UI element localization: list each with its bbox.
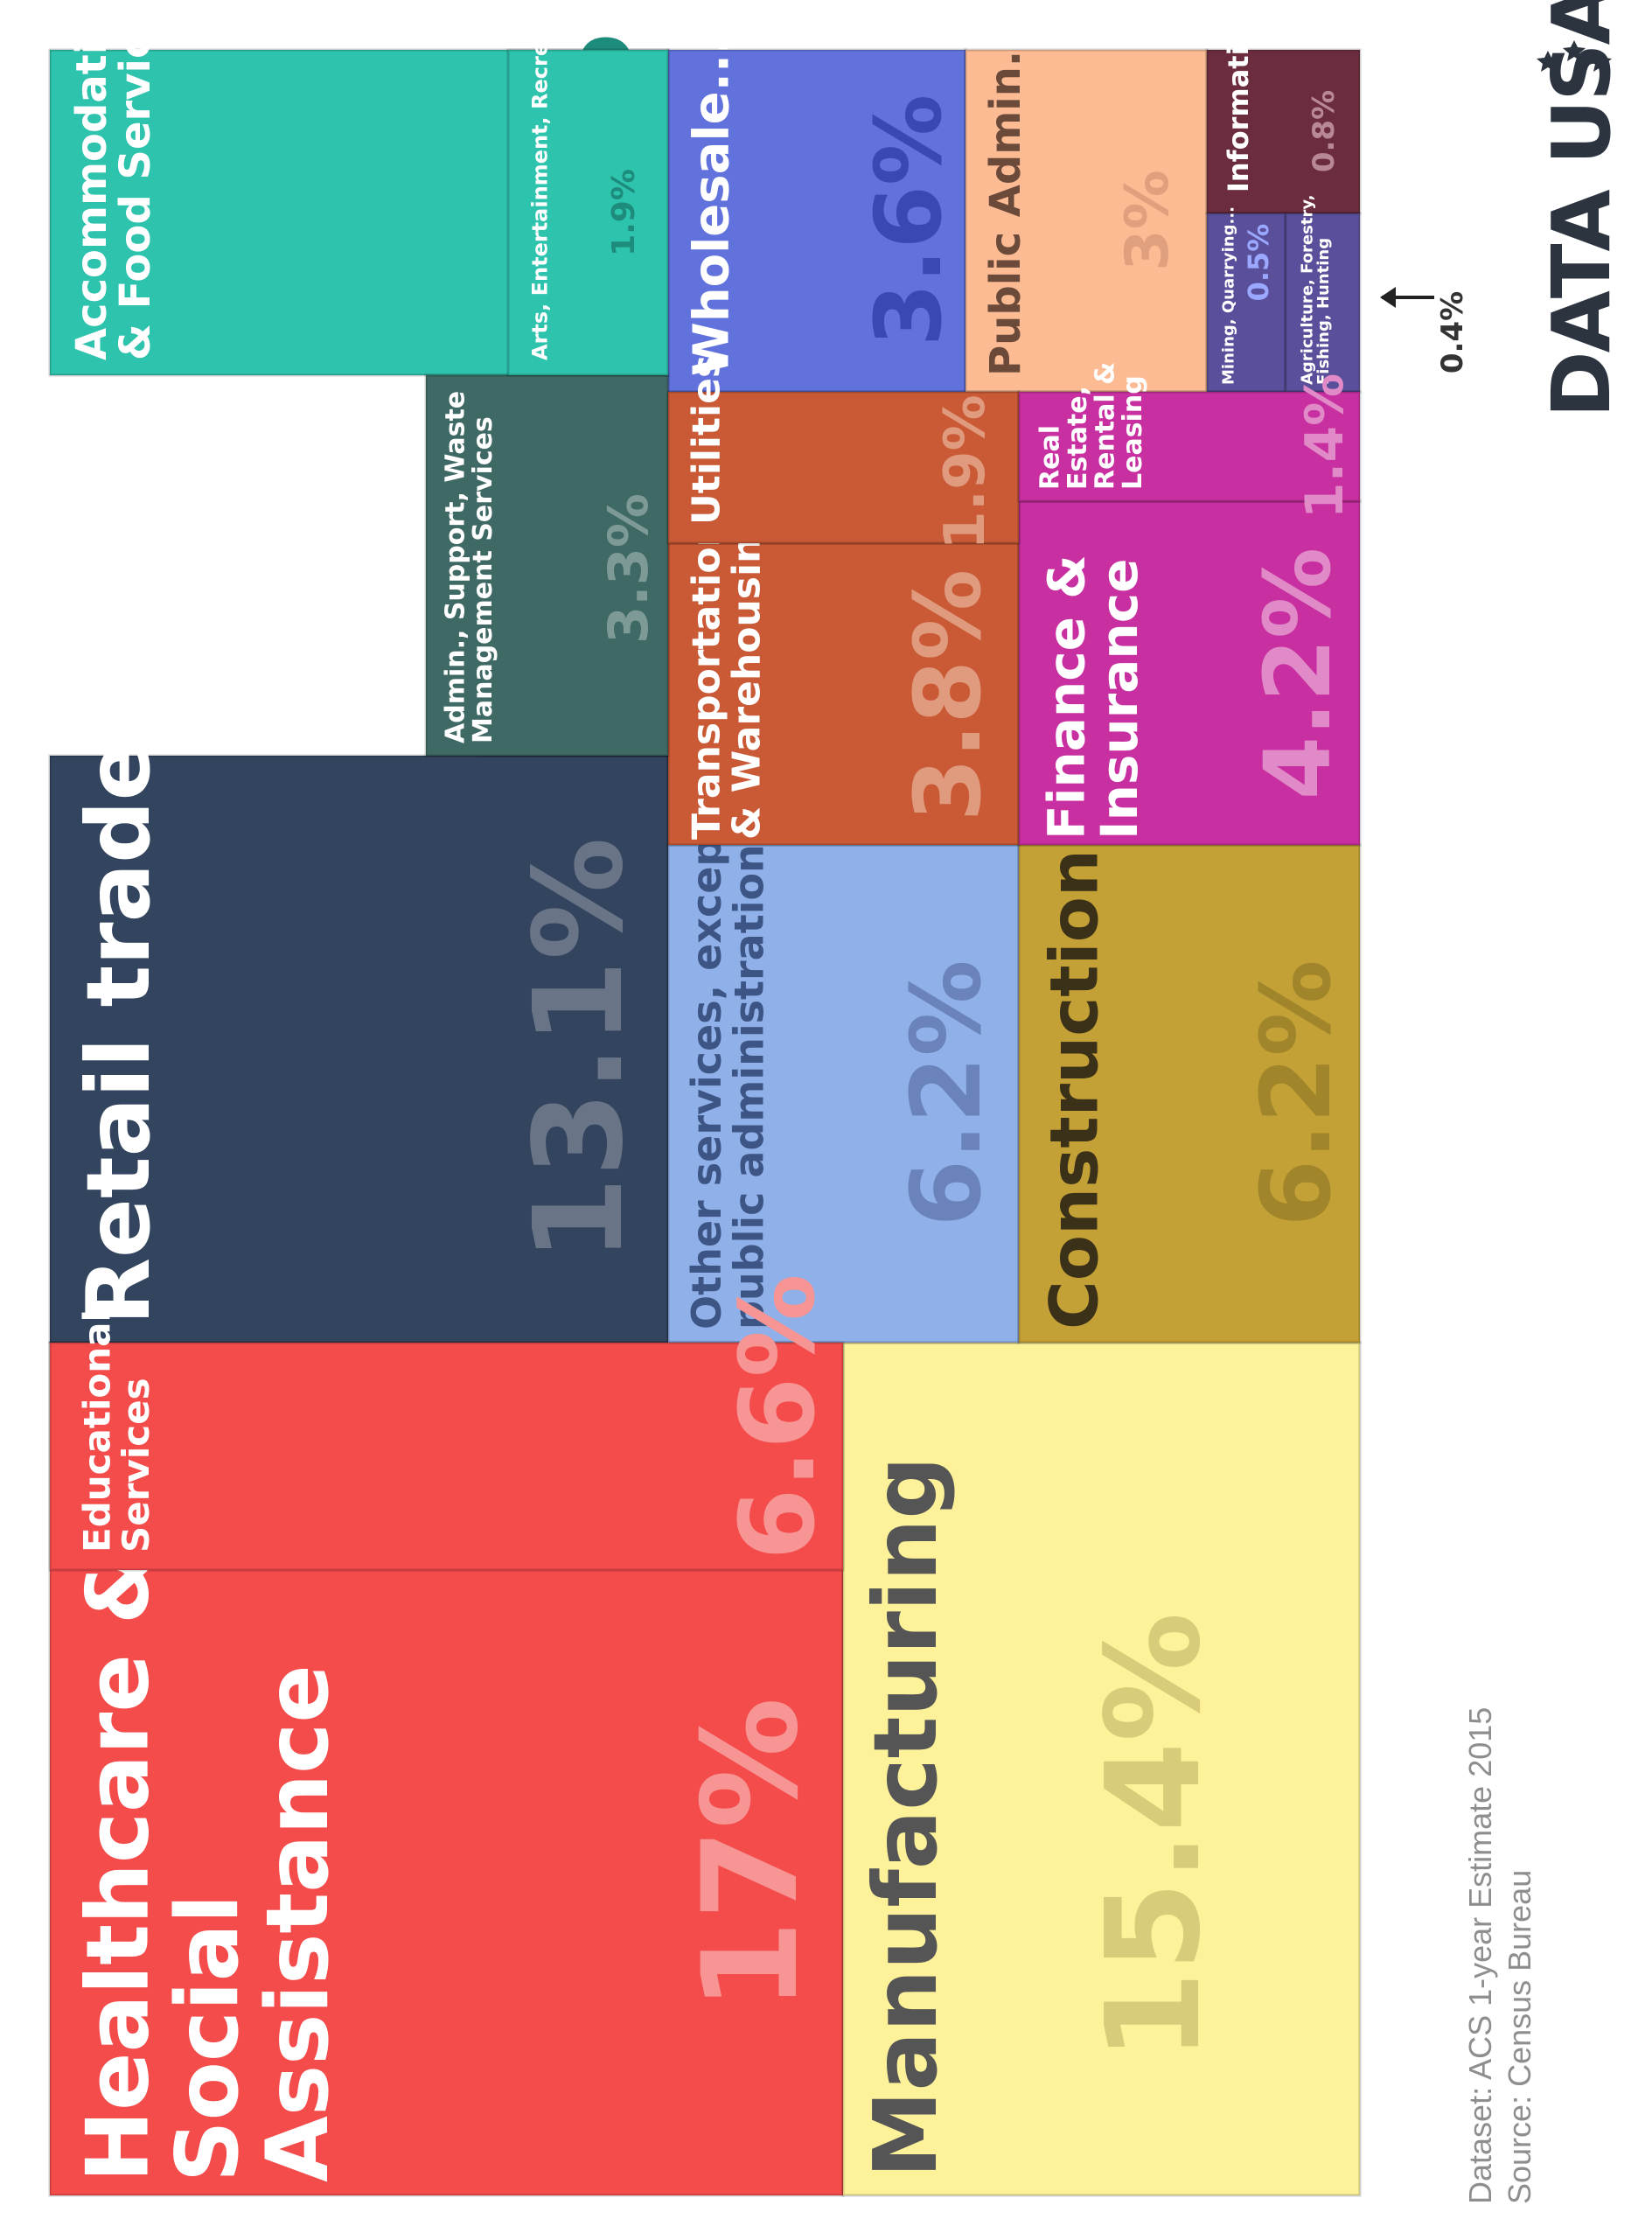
cell-label-transportation-warehousing: Transportation& Warehousing [684, 508, 769, 840]
cell-label-educational-services: EducationalServices [76, 1309, 157, 1553]
cell-label-agriculture-forestry-fishing-hunting: Agriculture, Forestry,Fishing, Hunting [1298, 194, 1333, 385]
cell-value-information: 0.8% [1307, 90, 1342, 172]
cell-utilities[interactable]: Utilities 1.9% [666, 355, 1021, 550]
cell-value-educational-services: 6.6% [717, 1273, 838, 1560]
cell-rect-wholesale[interactable] [666, 48, 967, 394]
agriculture-pointer-value: 0.4% [1435, 291, 1470, 373]
cell-label-wholesale: Wholesale... [684, 36, 741, 376]
cell-rect-information[interactable] [1205, 48, 1362, 215]
cell-label-mining-quarrying: Mining, Quarrying... [1219, 206, 1237, 385]
cell-information[interactable]: Information 0.8% [1205, 7, 1362, 215]
cell-value-arts-entertainment-recreation: 1.9% [606, 169, 642, 256]
cell-rect-retail-trade[interactable] [48, 754, 670, 1344]
cell-agriculture-forestry-fishing-hunting[interactable]: Agriculture, Forestry,Fishing, Hunting [1284, 194, 1362, 394]
cell-value-public-admin: 3% [1113, 170, 1182, 270]
cell-label-arts-entertainment-recreation: Arts, Entertainment, Recreation [527, 0, 552, 360]
cell-rect-educational-services[interactable] [48, 1341, 845, 1572]
cell-retail-trade[interactable]: Retail trade 13.1% [48, 742, 670, 1344]
cell-mining-quarrying[interactable]: Mining, Quarrying... 0.5% [1205, 206, 1287, 394]
cell-value-utilities: 1.9% [933, 394, 998, 550]
cell-manufacturing[interactable]: Manufacturing 15.4% [841, 1341, 1362, 2197]
cell-value-retail-trade: 13.1% [508, 837, 651, 1262]
logo-text: DATA USA [1535, 0, 1628, 418]
cell-value-admin-support-waste-management-services: 3.3% [596, 493, 660, 644]
cell-value-healthcare-social-assistance: 17% [675, 1697, 827, 2011]
cell-wholesale[interactable]: Wholesale... 3.6% [666, 36, 967, 394]
data-usa-logo: DATA USA [1535, 0, 1628, 418]
cell-rect-utilities[interactable] [666, 390, 1021, 545]
cell-value-manufacturing: 15.4% [1078, 1612, 1229, 2061]
cell-value-mining-quarrying: 0.5% [1242, 224, 1275, 302]
cell-rect-finance-insurance[interactable] [1017, 499, 1362, 847]
cell-arts-entertainment-recreation[interactable]: Arts, Entertainment, Recreation 1.9% [506, 0, 670, 377]
cell-construction[interactable]: Construction 6.2% [1017, 843, 1362, 1344]
cell-admin-support-waste-management-services[interactable]: Admin., Support, WasteManagement Service… [424, 373, 670, 757]
cell-value-other-services-except-public-administrat: 6.2% [890, 959, 1002, 1226]
cell-rect-construction[interactable] [1017, 843, 1362, 1344]
dataset-line: Dataset: ACS 1-year Estimate 2015 [1462, 1707, 1498, 2204]
cell-other-services-except-public-administrat[interactable]: Other services, exceptpublic administrat… [666, 819, 1021, 1344]
cell-value-wholesale: 3.6% [855, 94, 962, 346]
cell-label-construction: Construction [1035, 849, 1113, 1329]
cell-value-construction: 6.2% [1240, 959, 1352, 1226]
cell-finance-insurance[interactable]: Finance &Insurance 4.2% [1017, 499, 1362, 847]
source-line: Source: Census Bureau [1502, 1870, 1537, 2204]
cell-label-accommodation-food-service: Accommodation& Food Service [67, 0, 160, 360]
logo-stars-icon [1537, 40, 1612, 72]
cell-label-admin-support-waste-management-services: Admin., Support, WasteManagement Service… [441, 391, 499, 743]
cell-rect-manufacturing[interactable] [841, 1341, 1362, 2197]
cell-rect-arts-entertainment-recreation[interactable] [506, 48, 670, 377]
cell-label-retail-trade: Retail trade [67, 742, 170, 1325]
cell-value-finance-insurance: 4.2% [1244, 548, 1351, 799]
cell-value-real-estate-rental-leasing: 1.4% [1294, 373, 1356, 519]
cell-rect-agriculture-forestry-fishing-hunting[interactable] [1284, 212, 1362, 394]
cell-public-admin[interactable]: Public Admin. 3% [964, 48, 1209, 394]
cell-label-finance-insurance: Finance &Insurance [1036, 555, 1149, 840]
cell-rect-mining-quarrying[interactable] [1205, 212, 1287, 394]
cell-rect-real-estate-rental-leasing[interactable] [1017, 390, 1362, 503]
cell-label-manufacturing: Manufacturing [854, 1456, 957, 2178]
cell-label-public-admin: Public Admin. [981, 51, 1030, 376]
cell-value-transportation-warehousing: 3.8% [895, 569, 1001, 821]
cell-educational-services[interactable]: EducationalServices 6.6% [48, 1273, 845, 1572]
cell-label-healthcare-social-assistance: Healthcare &SocialAssistance [68, 1550, 348, 2182]
agriculture-pointer: 0.4% [1380, 287, 1470, 373]
cell-label-information: Information [1222, 7, 1255, 192]
cell-label-real-estate-rental-leasing: RealEstate,Rental &Leasing [1035, 362, 1149, 490]
cell-transportation-warehousing[interactable]: Transportation& Warehousing 3.8% [666, 508, 1021, 847]
cell-label-other-services-except-public-administrat: Other services, exceptpublic administrat… [683, 819, 772, 1329]
cell-label-utilities: Utilities [684, 355, 728, 525]
cell-real-estate-rental-leasing[interactable]: RealEstate,Rental &Leasing 1.4% [1017, 362, 1362, 519]
treemap-cells: Healthcare &SocialAssistance 17% Manufactu… [48, 0, 1362, 2197]
cell-rect-admin-support-waste-management-services[interactable] [424, 373, 670, 757]
